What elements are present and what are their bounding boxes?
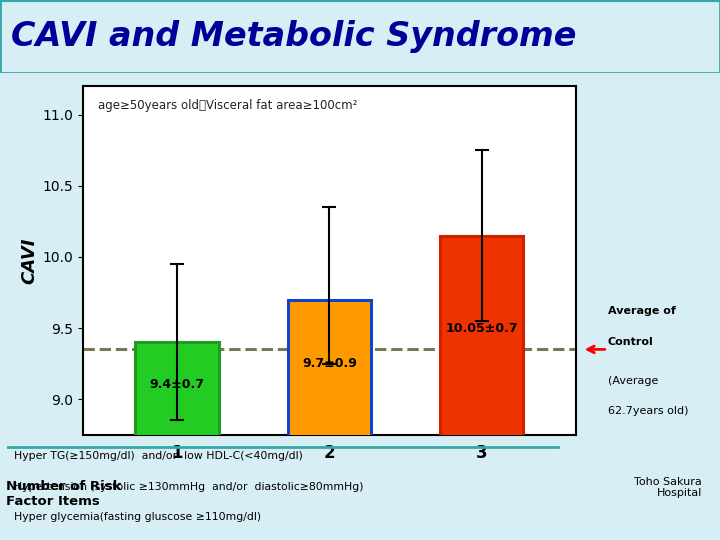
Text: Number of Risk
Factor Items: Number of Risk Factor Items	[6, 480, 122, 508]
Text: 9.7±0.9: 9.7±0.9	[302, 357, 357, 370]
Text: 9.4±0.7: 9.4±0.7	[150, 379, 204, 392]
Text: Hyper glycemia(fasting gluscose ≥110mg/dl): Hyper glycemia(fasting gluscose ≥110mg/d…	[14, 512, 261, 522]
Text: Control: Control	[608, 338, 654, 347]
Text: CAVI and Metabolic Syndrome: CAVI and Metabolic Syndrome	[11, 20, 576, 53]
Text: Hyper TG(≥150mg/dl)  and/or  low HDL-C(<40mg/dl): Hyper TG(≥150mg/dl) and/or low HDL-C(<40…	[14, 451, 303, 462]
Text: (Average: (Average	[608, 376, 658, 386]
Bar	[287, 300, 372, 540]
Bar	[440, 235, 523, 540]
Text: Average of: Average of	[608, 306, 675, 316]
Bar	[135, 342, 219, 540]
Text: 62.7years old): 62.7years old)	[608, 406, 688, 416]
Text: age≥50years old、Visceral fat area≥100cm²: age≥50years old、Visceral fat area≥100cm²	[98, 99, 357, 112]
Text: 10.05±0.7: 10.05±0.7	[445, 322, 518, 335]
Text: Toho Sakura
Hospital: Toho Sakura Hospital	[634, 476, 702, 498]
Y-axis label: CAVI: CAVI	[20, 237, 38, 284]
Text: Hypertension (systolic ≥130mmHg  and/or  diastolic≥80mmHg): Hypertension (systolic ≥130mmHg and/or d…	[14, 482, 364, 492]
